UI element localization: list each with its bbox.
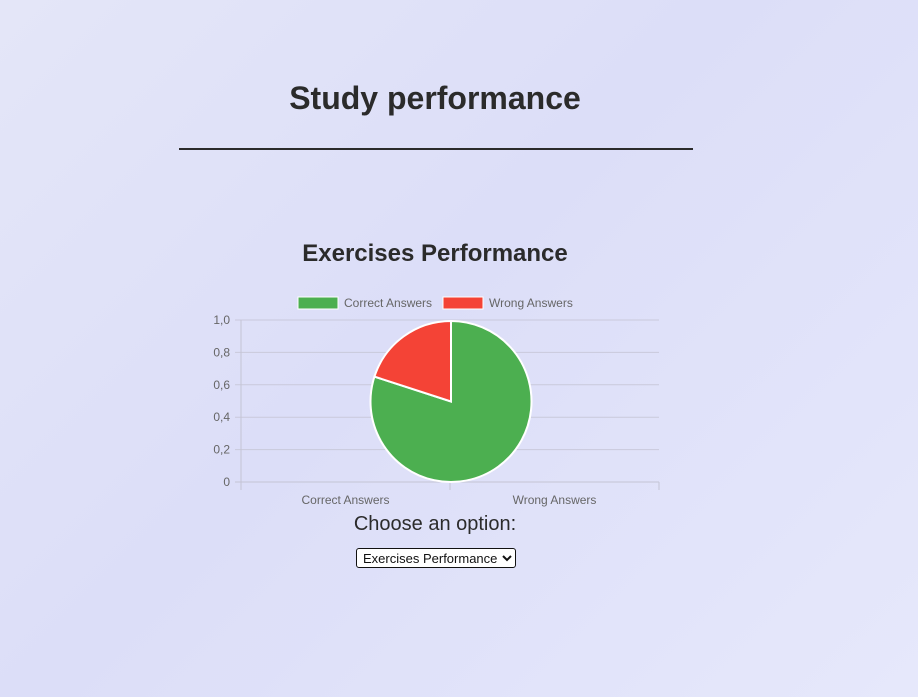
x-tick-label: Wrong Answers [513,493,597,507]
chart-option-select[interactable]: Exercises Performance [356,548,516,568]
legend-label-1: Correct Answers [344,296,432,310]
legend-label-2: Wrong Answers [489,296,573,310]
performance-chart: Correct Answers Wrong Answers 00,20,40,60… [213,296,660,507]
x-axis-ticks: Correct Answers Wrong Answers [240,482,660,507]
choose-option-label: Choose an option: [353,513,517,535]
chart-section-title: Exercises Performance [302,240,568,267]
chart-legend: Correct Answers Wrong Answers [297,296,573,310]
pie-slice-wrong-answers [373,319,452,403]
x-tick-label: Correct Answers [301,493,389,507]
title-divider [179,148,693,150]
y-axis-ticks: 0 0,2 0,4 0,6 0,8 1,0 [213,313,230,489]
y-tick-label: 0 [223,475,230,489]
legend-swatch-2 [442,296,484,310]
y-tick-label: 0,4 [213,410,230,424]
page-title: Study performance [289,80,581,116]
y-tick-label: 0,2 [213,443,230,457]
y-tick-label: 0,8 [213,345,230,359]
pie-slices [369,319,533,483]
y-tick-label: 1,0 [213,313,230,327]
y-tick-label: 0,6 [213,378,230,392]
legend-swatch-1 [297,296,339,310]
